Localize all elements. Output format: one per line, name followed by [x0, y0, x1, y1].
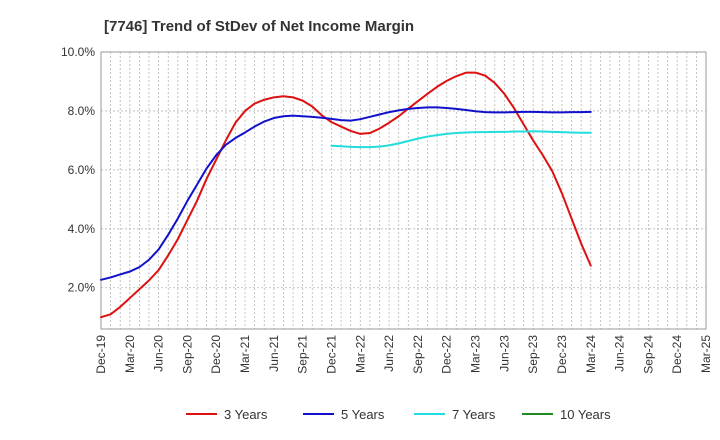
- x-tick-label: Mar-22: [353, 335, 367, 373]
- y-tick-label: 2.0%: [68, 281, 96, 295]
- legend-label: 7 Years: [452, 407, 496, 422]
- x-tick-label: Mar-23: [469, 335, 483, 373]
- x-tick-label: Dec-22: [440, 335, 454, 374]
- x-tick-label: Jun-24: [613, 335, 627, 372]
- x-tick-label: Dec-24: [670, 335, 684, 374]
- plot-frame: [100, 51, 707, 330]
- x-tick-label: Sep-20: [180, 335, 194, 374]
- x-tick-labels: Dec-19 Mar-20 Jun-20 Sep-20 Dec-20 Mar-21 Jun-…: [94, 335, 713, 374]
- x-tick-label: Mar-21: [238, 335, 252, 373]
- grid: [101, 51, 706, 329]
- x-tick-label: Jun-23: [497, 335, 511, 372]
- legend-label: 5 Years: [341, 407, 385, 422]
- x-tick-label: Jun-22: [382, 335, 396, 372]
- x-tick-label: Mar-24: [584, 335, 598, 373]
- x-tick-label: Mar-25: [699, 335, 713, 373]
- x-tick-label: Jun-21: [267, 335, 281, 372]
- y-tick-label: 10.0%: [61, 45, 95, 59]
- legend-label: 10 Years: [560, 407, 611, 422]
- x-tick-label: Sep-21: [296, 335, 310, 374]
- series-line-3-years: [100, 71, 592, 319]
- y-tick-label: 4.0%: [68, 222, 96, 236]
- y-tick-label: 6.0%: [68, 163, 96, 177]
- x-tick-label: Dec-19: [94, 335, 108, 374]
- y-tick-label: 8.0%: [68, 104, 96, 118]
- legend-label: 3 Years: [224, 407, 268, 422]
- x-tick-label: Mar-20: [123, 335, 137, 373]
- series-lines: [100, 71, 592, 319]
- series-line-7-years: [330, 130, 592, 149]
- x-tick-label: Sep-22: [411, 335, 425, 374]
- x-tick-label: Dec-21: [324, 335, 338, 374]
- y-tick-labels: 2.0% 4.0% 6.0% 8.0% 10.0%: [61, 45, 95, 295]
- x-tick-label: Sep-23: [526, 335, 540, 374]
- x-tick-label: Jun-20: [152, 335, 166, 372]
- legend: 3 Years 5 Years 7 Years 10 Years: [186, 407, 611, 422]
- x-tick-label: Sep-24: [641, 335, 655, 374]
- x-tick-label: Dec-23: [555, 335, 569, 374]
- x-tick-label: Dec-20: [209, 335, 223, 374]
- chart-title: [7746] Trend of StDev of Net Income Marg…: [104, 18, 414, 35]
- series-line-5-years: [100, 106, 592, 281]
